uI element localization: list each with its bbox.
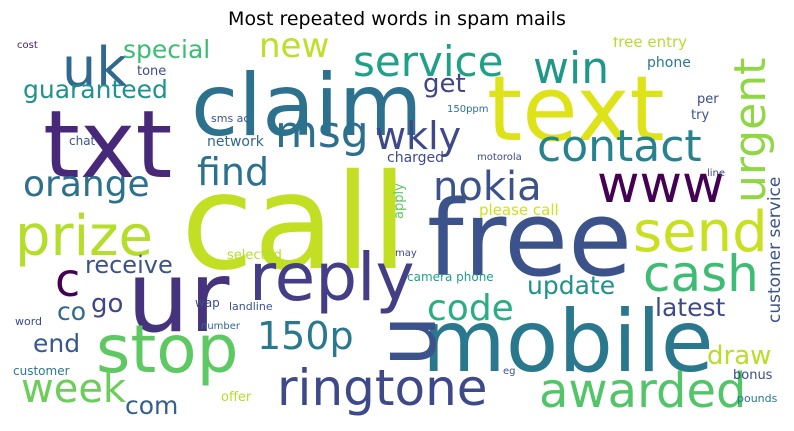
word-per: per xyxy=(697,92,719,107)
word-customer: customer xyxy=(13,364,70,378)
word-win: win xyxy=(533,43,610,94)
word-ur: ur xyxy=(127,241,230,355)
word-txt: txt xyxy=(43,91,173,200)
word-week: week xyxy=(21,366,127,412)
word-motorola: motorola xyxy=(477,152,522,163)
word-chat: chat xyxy=(69,134,96,148)
word-landline: landline xyxy=(229,300,273,313)
word-reply: reply xyxy=(249,239,415,316)
word-call: call xyxy=(181,146,408,300)
word-free: free xyxy=(427,178,633,300)
word-c: c xyxy=(55,253,81,307)
word-may: may xyxy=(395,248,417,259)
word-tone: tone xyxy=(137,64,167,79)
word-awarded: awarded xyxy=(539,363,747,419)
word-bonus: bonus xyxy=(733,368,773,383)
word-latest: latest xyxy=(655,293,726,322)
word-uk: uk xyxy=(62,37,128,99)
word-contact: contact xyxy=(537,121,702,172)
word-line: line xyxy=(707,168,726,179)
word-end: end xyxy=(33,329,81,358)
word-150p: 150p xyxy=(257,314,354,358)
word-com: com xyxy=(125,391,179,420)
word-apply: apply xyxy=(392,183,407,219)
word-offer: offer xyxy=(221,390,252,405)
word-guaranteed: guaranteed xyxy=(23,75,168,104)
word-prize: prize xyxy=(15,204,153,269)
word-cash: cash xyxy=(643,245,759,303)
word-new: new xyxy=(259,37,330,66)
word-please-call: please call xyxy=(479,201,559,219)
word-co: co xyxy=(57,297,87,326)
word-try: try xyxy=(691,108,710,123)
word-number: number xyxy=(201,321,241,332)
word-cloud: txt claim text call free ur mobile u sto… xyxy=(11,37,783,424)
word-stop: stop xyxy=(96,311,239,388)
word-find: find xyxy=(197,150,270,194)
word-selected: selected xyxy=(227,248,282,263)
word-sms-ac: sms ac xyxy=(211,112,250,125)
word-send: send xyxy=(633,200,768,265)
word-www: www xyxy=(597,155,725,215)
word-pounds: pounds xyxy=(737,392,778,405)
word-text: text xyxy=(487,57,665,162)
word-msg: msg xyxy=(275,107,369,158)
word-orange: orange xyxy=(23,164,150,205)
word-update: update xyxy=(527,271,616,300)
word-free-entry: free entry xyxy=(613,37,688,51)
word-word: word xyxy=(15,315,43,328)
word-customer-service: customer service xyxy=(765,176,783,323)
word-get: get xyxy=(423,69,466,99)
word-charged: charged xyxy=(387,150,445,166)
word-phone: phone xyxy=(647,55,691,71)
word-service: service xyxy=(353,37,504,86)
word-draw: draw xyxy=(707,341,772,371)
word-150ppm: 150ppm xyxy=(447,104,489,115)
word-receive: receive xyxy=(85,251,173,279)
word-code: code xyxy=(427,288,514,329)
word-cost: cost xyxy=(17,40,38,51)
word-ringtone: ringtone xyxy=(277,359,488,417)
word-claim: claim xyxy=(191,56,423,156)
word-eg: eg xyxy=(503,366,516,377)
word-mobile: mobile xyxy=(422,292,714,392)
word-network: network xyxy=(207,134,264,150)
word-go: go xyxy=(91,289,124,319)
figure-title: Most repeated words in spam mails xyxy=(228,8,566,30)
word-camera-phone: camera phone xyxy=(407,270,494,284)
word-special: special xyxy=(123,37,211,64)
word-wkly: wkly xyxy=(375,114,462,158)
word-nokia: nokia xyxy=(433,164,542,210)
word-wap: wap xyxy=(195,296,220,310)
